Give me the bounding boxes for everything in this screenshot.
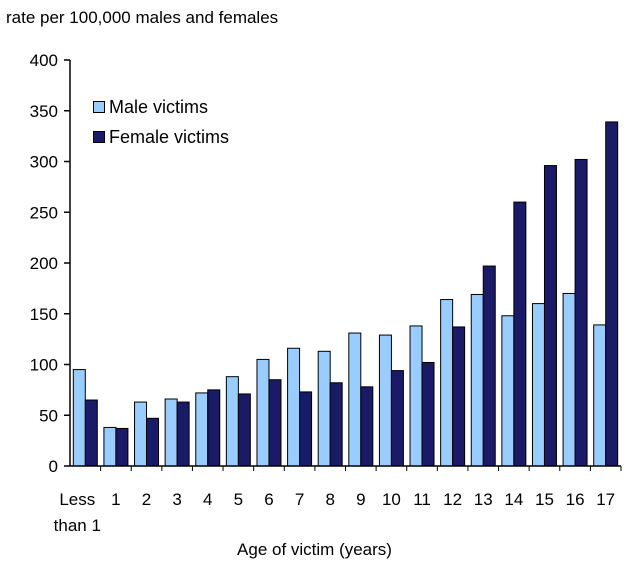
y-tick-label: 300: [30, 153, 58, 172]
bar-male-15: [531, 303, 545, 467]
bar-female-15: [543, 165, 557, 467]
bar-male-2: [134, 401, 148, 467]
bar-male-11: [409, 325, 423, 467]
bar-female-1: [115, 427, 129, 467]
x-tick-label: 7: [295, 490, 304, 509]
bar-male-3: [164, 398, 178, 467]
legend-item-female: Female victims: [93, 122, 229, 152]
bar-female-4: [207, 389, 221, 467]
bar-male-5: [225, 376, 239, 467]
bar-male-6: [256, 358, 270, 467]
bar-male-17: [593, 324, 607, 467]
x-tick-label: 10: [382, 490, 401, 509]
x-tick-label: 14: [504, 490, 523, 509]
bar-male-0: [72, 369, 86, 467]
bar-female-10: [390, 370, 404, 467]
y-axis-title: rate per 100,000 males and females: [6, 8, 279, 27]
bar-female-8: [329, 382, 343, 467]
bar-female-2: [146, 417, 160, 467]
bar-female-12: [452, 326, 466, 467]
x-tick-label: 3: [172, 490, 181, 509]
legend-item-male: Male victims: [93, 92, 229, 122]
y-tick-label: 100: [30, 356, 58, 375]
x-tick-label: 9: [356, 490, 365, 509]
bar-male-13: [470, 293, 484, 467]
bar-female-9: [360, 386, 374, 467]
bar-male-12: [440, 299, 454, 467]
bar-female-7: [299, 391, 313, 467]
bar-female-16: [574, 158, 588, 467]
x-tick-label: 15: [535, 490, 554, 509]
bar-male-8: [317, 350, 331, 467]
bar-female-11: [421, 361, 435, 467]
x-tick-label: 2: [142, 490, 151, 509]
bar-male-9: [348, 332, 362, 467]
y-tick-label: 150: [30, 305, 58, 324]
legend-swatch-female: [93, 131, 105, 143]
x-tick-label: 5: [234, 490, 243, 509]
bar-female-3: [176, 401, 190, 467]
x-tick-label: Less than 1: [54, 490, 101, 535]
bar-female-5: [237, 393, 251, 467]
bar-female-13: [482, 265, 496, 467]
bar-female-17: [605, 121, 619, 467]
bars: [72, 121, 619, 467]
bar-female-0: [84, 399, 98, 467]
bar-male-1: [103, 426, 117, 467]
x-tick-label: 8: [325, 490, 334, 509]
bar-male-14: [501, 315, 515, 467]
x-tick-label: 17: [596, 490, 615, 509]
x-tick-label: 12: [443, 490, 462, 509]
x-tick-label: 16: [566, 490, 585, 509]
y-axis-ticks: 0 50 100 150 200 250 300 350 400: [30, 51, 70, 476]
legend-swatch-male: [93, 101, 105, 113]
bar-male-10: [378, 334, 392, 467]
legend-label-male: Male victims: [109, 97, 209, 117]
legend-label-female: Female victims: [109, 127, 230, 147]
y-tick-label: 0: [49, 457, 58, 476]
x-axis-title: Age of victim (years): [237, 540, 392, 559]
x-tick-label: 13: [474, 490, 493, 509]
x-tick-label: 4: [203, 490, 212, 509]
y-tick-label: 400: [30, 51, 58, 70]
bar-female-6: [268, 379, 282, 467]
bar-male-4: [195, 392, 209, 467]
x-tick-label: 1: [111, 490, 120, 509]
bar-female-14: [513, 201, 527, 467]
x-axis-ticks: Less than 11 2 3 4 5 6 7 8 9 10 11 12 13 14 15 16 17: [54, 466, 622, 535]
bar-male-16: [562, 292, 576, 467]
x-tick-label: 11: [413, 490, 431, 509]
bar-male-7: [287, 347, 301, 467]
y-tick-label: 200: [30, 254, 58, 273]
y-tick-label: 50: [39, 406, 58, 425]
y-tick-label: 250: [30, 203, 58, 222]
legend: Male victims Female victims: [93, 92, 229, 152]
x-tick-label: 6: [264, 490, 273, 509]
y-tick-label: 350: [30, 102, 58, 121]
